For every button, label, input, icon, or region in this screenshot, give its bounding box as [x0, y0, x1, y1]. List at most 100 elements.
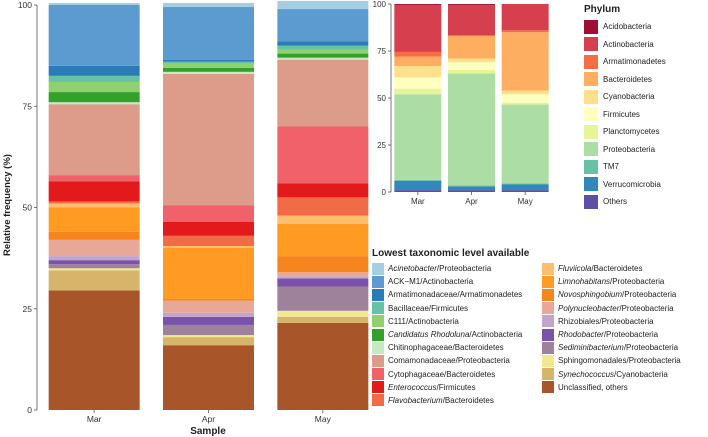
taxon-phylum: /Proteobacteria [610, 277, 665, 287]
phylum-bar-segment [501, 32, 549, 91]
phylum-y-tick-label: 75 [377, 47, 386, 56]
phylum-bar-segment [448, 69, 495, 74]
phylum-y-tick-label: 0 [382, 188, 387, 197]
taxon-phylum: /Armatimonadetes [457, 290, 523, 300]
taxon-phylum: /Firmicutes [428, 303, 469, 313]
main-x-tick-label: Mar [87, 414, 102, 424]
main-bar-segment [277, 316, 369, 323]
main-bar-segment [48, 5, 140, 66]
taxon-name: Bacillaceae [388, 303, 429, 313]
main-bar-segment [163, 316, 254, 325]
main-bar-segment [48, 201, 140, 204]
phylum-bar-segment [394, 56, 442, 67]
main-bar-segment [277, 126, 369, 184]
phylum-legend-item: Proteobacteria [584, 141, 666, 159]
taxon-legend-item: Armatimonadaceae/Armatimonadetes [372, 288, 542, 301]
phylum-bar-segment [394, 94, 442, 180]
legend-swatch [584, 54, 598, 69]
main-bar-segment [48, 270, 140, 291]
main-bar-segment [277, 45, 369, 50]
phylum-bar-segment [501, 94, 549, 103]
legend-swatch [372, 302, 384, 315]
legend-swatch [542, 368, 554, 381]
taxon-name: Sphingomonadales [558, 356, 627, 366]
phylum-bar-segment [501, 30, 549, 33]
main-bar-segment [163, 205, 254, 222]
legend-label: Verrucomicrobia [603, 179, 661, 189]
main-y-tick-label: 100 [18, 0, 32, 10]
main-bar-segment [277, 215, 369, 224]
phylum-x-tick-label: Mar [411, 197, 425, 206]
right-x-axis: Mar Apr May [411, 192, 533, 206]
phylum-bar-segment [448, 190, 495, 192]
phylum-y-tick-label: 25 [377, 141, 386, 150]
legend-swatch [372, 275, 384, 288]
main-bar-segment [277, 183, 369, 198]
main-bar-segment [163, 337, 254, 346]
legend-swatch [542, 315, 554, 328]
main-y-tick-label: 50 [23, 203, 33, 213]
legend-swatch [542, 288, 554, 301]
main-bar-segment [48, 239, 140, 257]
taxon-phylum: /Actinobacteria [469, 330, 523, 340]
main-bar-segment [163, 235, 254, 246]
phylum-y-tick-label: 100 [373, 0, 387, 9]
legend-label: Cyanobacteria [603, 92, 655, 102]
main-bar-segment [163, 298, 254, 301]
main-bar-segment [277, 278, 369, 287]
phylum-legend-item: Armatimonadetes [584, 53, 666, 71]
legend-swatch [372, 288, 384, 301]
main-bar-segment [163, 59, 254, 62]
phylum-legend-item: Bacteroidetes [584, 71, 666, 89]
legend-swatch [584, 142, 598, 157]
main-bar-segment [163, 71, 254, 74]
taxon-phylum: /Bacteroidetes [591, 264, 643, 274]
phylum-bar-segment [394, 4, 442, 5]
legend-label: Bacteroidetes [603, 74, 652, 84]
legend-swatch [372, 394, 384, 407]
taxon-legend-item: Unclassified, others [542, 381, 702, 394]
phylum-bar-segment [501, 184, 549, 191]
taxon-legend: Lowest taxonomic level available Acineto… [372, 248, 702, 407]
phylum-y-tick-label: 50 [377, 94, 386, 103]
legend-swatch [584, 194, 598, 209]
main-bar-segment [48, 81, 140, 93]
main-bar-segment [163, 63, 254, 68]
legend-label: TM7 [603, 162, 619, 172]
phylum-bar-segment [501, 104, 549, 184]
legend-swatch [584, 107, 598, 122]
main-bar-segment [163, 2, 254, 8]
phylum-bar-segment [501, 190, 549, 192]
phylum-legend-item: Acidobacteria [584, 18, 666, 36]
legend-swatch [584, 159, 598, 174]
legend-swatch [542, 341, 554, 354]
taxon-legend-item: Rhizobiales/Proteobacteria [542, 315, 702, 328]
main-bar-segment [277, 223, 369, 257]
taxon-name: Comamonadaceae [388, 356, 456, 366]
legend-swatch [542, 381, 554, 394]
main-bar-segment [48, 260, 140, 265]
taxon-name: Rhizobiales [558, 316, 600, 326]
phylum-x-tick-label: May [518, 197, 533, 206]
taxon-phylum: /Firmicutes [436, 382, 476, 392]
taxon-legend-item: Flavobacterium/Bacteroidetes [372, 394, 542, 407]
main-bar-segment [163, 245, 254, 248]
legend-swatch [372, 381, 384, 394]
main-bar-segment [48, 290, 140, 410]
taxon-phylum: /Proteobacteria [455, 356, 510, 366]
main-bar-segment [277, 49, 369, 54]
phylum-legend-item: Others [584, 193, 666, 211]
main-bar-segment [163, 61, 254, 64]
legend-label: Actinobacteria [603, 39, 654, 49]
phylum-bar-segment [394, 88, 442, 95]
y-axis-label: Relative frequency (%) [2, 154, 13, 256]
taxon-name: Acinetobacter [388, 264, 437, 274]
phylum-legend: Phylum Acidobacteria Actinobacteria Armati… [584, 4, 666, 211]
taxon-legend-column-2: Fluviicola/Bacteroidetes Limnohabitans/Pr… [542, 262, 702, 407]
main-bar-segment [48, 268, 140, 271]
taxon-legend-title: Lowest taxonomic level available [372, 248, 530, 259]
taxon-phylum: /Cyanobacteria [614, 369, 668, 379]
main-bar-segment [277, 197, 369, 216]
taxon-legend-item: Sphingomonadales/Proteobacteria [542, 354, 702, 367]
main-bar-segment [277, 41, 369, 46]
